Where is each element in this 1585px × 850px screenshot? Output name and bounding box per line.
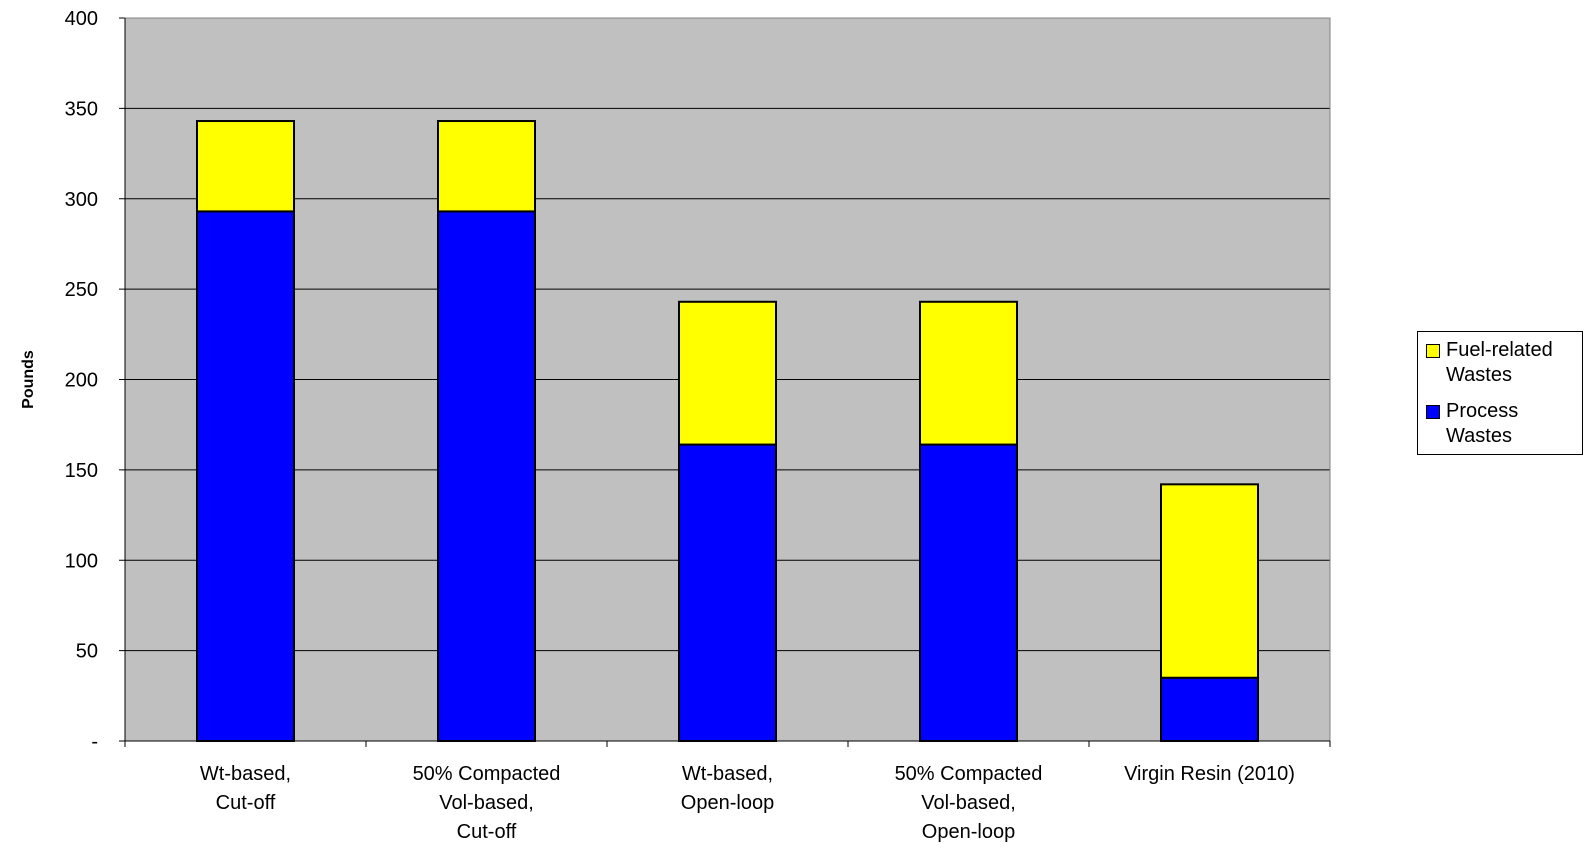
- legend-item: Process Wastes: [1426, 399, 1576, 449]
- bar-segment: [196, 210, 295, 742]
- legend-swatch: [1426, 344, 1440, 358]
- y-tick-labels: - 50 100 150 200 250 300 350 400: [65, 8, 98, 753]
- legend: Fuel-related Wastes Process Wastes: [1417, 331, 1583, 455]
- bar-segment: [1160, 483, 1259, 679]
- x-category-label: 50% Compacted Vol-based, Open-loop: [895, 763, 1043, 843]
- bar-segment: [437, 120, 536, 213]
- bar-segment: [678, 300, 777, 446]
- axes: [119, 17, 1331, 747]
- x-category-label: Wt-based, Open-loop: [681, 763, 774, 814]
- y-tick-label: -: [91, 731, 98, 753]
- x-category-label: Virgin Resin (2010): [1124, 763, 1295, 785]
- y-tick-label: 200: [65, 370, 98, 392]
- bar-segment: [437, 210, 536, 742]
- x-category-labels: Wt-based, Cut-off 50% Compacted Vol-based, C…: [200, 763, 1295, 843]
- legend-label: Process Wastes: [1446, 400, 1519, 447]
- y-tick-label: 250: [65, 279, 98, 301]
- bar-segment: [919, 443, 1018, 742]
- bar-segment: [919, 300, 1018, 446]
- x-category-label: 50% Compacted Vol-based, Cut-off: [413, 763, 561, 843]
- legend-item: Fuel-related Wastes: [1426, 338, 1576, 388]
- y-tick-label: 400: [65, 8, 98, 30]
- y-axis-title: Pounds: [20, 350, 37, 409]
- legend-swatch: [1426, 405, 1440, 419]
- bar-segment: [1160, 676, 1259, 742]
- x-category-label: Wt-based, Cut-off: [200, 763, 291, 814]
- bar-segment: [678, 443, 777, 742]
- bars: [196, 120, 1259, 742]
- y-tick-label: 350: [65, 98, 98, 120]
- y-tick-label: 300: [65, 189, 98, 211]
- y-tick-label: 150: [65, 460, 98, 482]
- y-tick-label: 100: [65, 550, 98, 572]
- legend-label: Fuel-related Wastes: [1446, 339, 1553, 386]
- bar-segment: [196, 120, 295, 213]
- y-tick-label: 50: [76, 641, 98, 663]
